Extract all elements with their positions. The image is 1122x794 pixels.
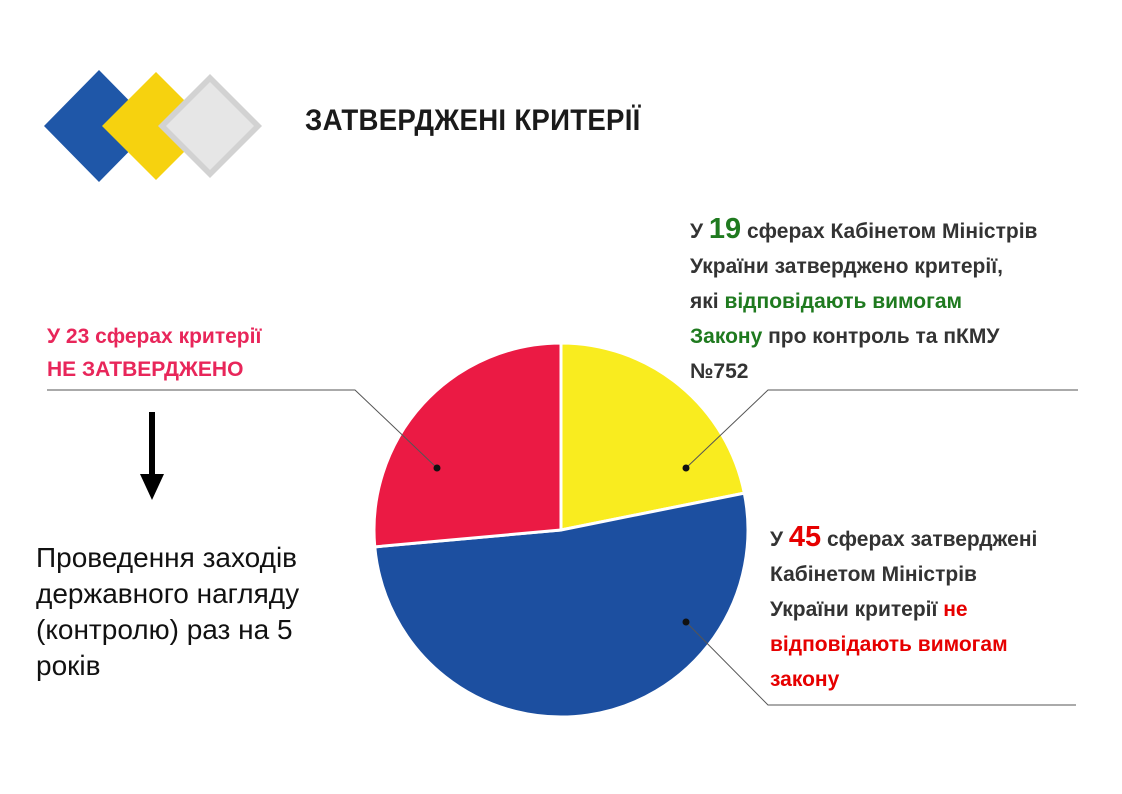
leader-dot-yellow [682, 464, 690, 472]
logo-diamond-blue [44, 70, 154, 182]
leader-dots [433, 464, 690, 626]
count-45: 45 [788, 521, 822, 553]
down-arrow-icon [140, 412, 164, 500]
logo-diamond-gray-highlight [166, 82, 254, 170]
callout-not-approved: У 23 сферах критерії НЕ ЗАТВЕРДЖЕНО [47, 325, 262, 381]
count-19: 19 [708, 213, 742, 245]
logo-diamond-yellow [102, 72, 210, 180]
leader-dot-red [433, 464, 441, 472]
pie-chart [372, 341, 750, 719]
page-title: ЗАТВЕРДЖЕНІ КРИТЕРІЇ [305, 104, 641, 137]
three-diamonds-logo [44, 70, 262, 182]
pie-slice-not-approved [372, 341, 563, 549]
callout-approved-noncompliant: У 45 сферах затверджені Кабінетом Мініст… [770, 521, 1038, 691]
leader-line-yellow [685, 389, 1078, 469]
leader-dot-blue [682, 618, 690, 626]
callout-approved-compliant: У 19 сферах Кабінетом Міністрів України … [690, 213, 1038, 383]
pie-slice-approved-noncompliant [373, 491, 750, 719]
inspection-frequency-note: Проведення заходів державного нагляду (к… [36, 542, 300, 681]
leader-line-red [47, 389, 438, 469]
